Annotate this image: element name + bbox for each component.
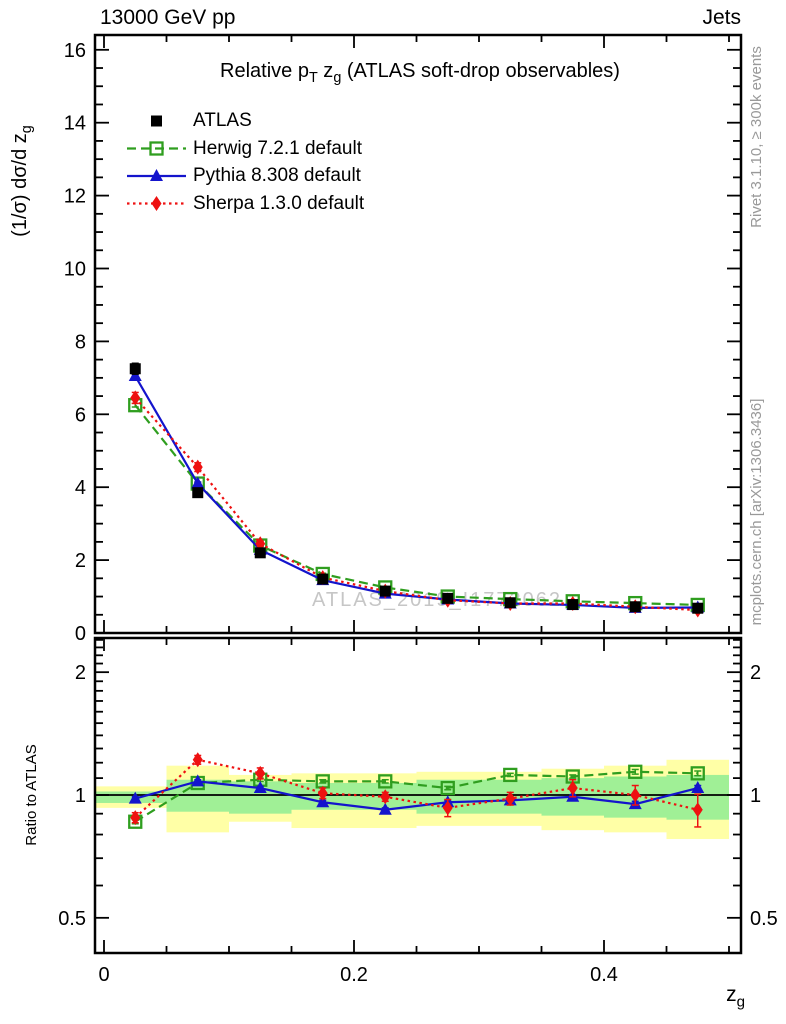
- svg-text:2: 2: [75, 550, 86, 572]
- x-axis-label-subscript: g: [736, 993, 745, 1011]
- svg-text:2: 2: [750, 662, 761, 684]
- x-axis-label-text: z: [726, 983, 737, 1006]
- svg-text:8: 8: [75, 331, 86, 353]
- svg-text:0: 0: [98, 964, 109, 986]
- svg-text:2: 2: [75, 662, 86, 684]
- plot-title-subscript: g: [333, 70, 342, 87]
- svg-text:0.5: 0.5: [750, 908, 778, 930]
- x-axis-label: zg: [726, 983, 745, 1010]
- header-beam-energy: 13000 GeV pp: [100, 6, 236, 29]
- rivet-version-note: Rivet 3.1.10, ≥ 300k events: [748, 46, 765, 228]
- watermark: ATLAS_2019_I1772062: [312, 589, 563, 611]
- plot-title-subscript: T: [308, 70, 318, 87]
- legend-item-pythia: Pythia 8.308 default: [193, 165, 361, 186]
- svg-text:16: 16: [64, 40, 86, 62]
- svg-text:6: 6: [75, 404, 86, 426]
- svg-text:0: 0: [75, 623, 86, 645]
- svg-text:0.4: 0.4: [590, 964, 618, 986]
- svg-text:12: 12: [64, 186, 86, 208]
- svg-text:1: 1: [75, 785, 86, 807]
- svg-text:10: 10: [64, 259, 86, 281]
- plot-title-part: Relative p: [220, 60, 309, 82]
- svg-text:14: 14: [64, 113, 86, 135]
- mcplots-arxiv-note: mcplots.cern.ch [arXiv:1306.3436]: [748, 398, 765, 626]
- ratio-y-axis-label: Ratio to ATLAS: [23, 744, 40, 846]
- main-y-axis-label-subscript: g: [19, 125, 36, 134]
- svg-text:0.5: 0.5: [58, 908, 86, 930]
- header-process: Jets: [702, 6, 741, 29]
- plot-title-part: (ATLAS soft-drop observables): [341, 60, 620, 82]
- main-y-axis-label-text: (1/σ) dσ/d z: [9, 133, 31, 237]
- legend-item-sherpa: Sherpa 1.3.0 default: [193, 193, 365, 214]
- svg-text:0.2: 0.2: [340, 964, 368, 986]
- svg-text:1: 1: [750, 785, 761, 807]
- plot-title-part: z: [317, 60, 334, 82]
- svg-text:4: 4: [75, 477, 86, 499]
- legend-item-atlas: ATLAS: [193, 110, 252, 131]
- main-y-axis-label: (1/σ) dσ/d zg: [9, 21, 35, 341]
- plot-title: Relative pT zg (ATLAS soft-drop observab…: [130, 60, 710, 86]
- legend-item-herwig: Herwig 7.2.1 default: [193, 138, 362, 159]
